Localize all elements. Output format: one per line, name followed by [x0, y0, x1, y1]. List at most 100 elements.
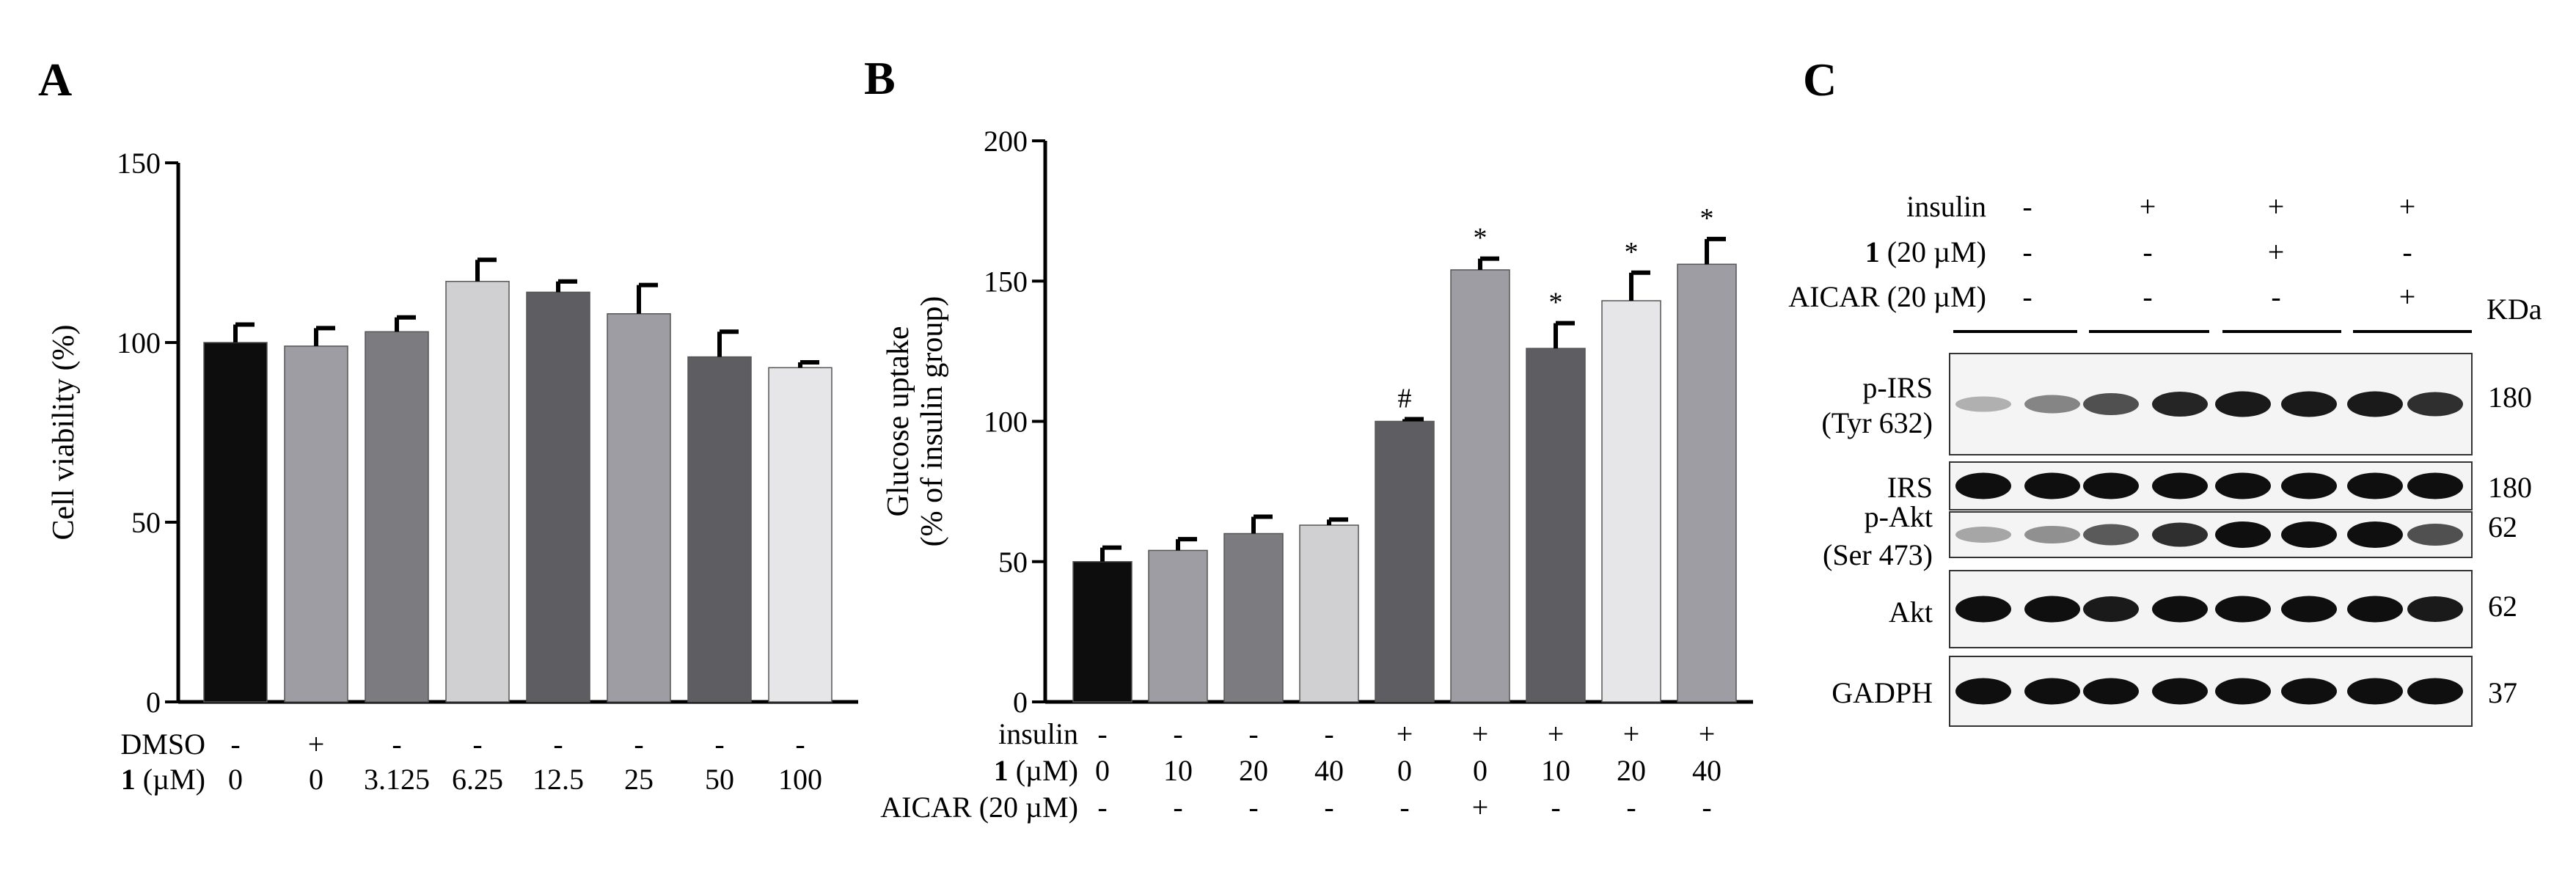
kda-unit: KDa — [2487, 293, 2542, 326]
row-cell: - — [1702, 791, 1711, 824]
blot-band — [2347, 596, 2403, 623]
blot-band — [2024, 678, 2080, 705]
row-cell: 50 — [705, 763, 734, 796]
row-cell: - — [1626, 791, 1636, 824]
row-cell: 0 — [228, 763, 243, 796]
blot-header-cell: - — [2022, 190, 2032, 223]
row-cell: 0 — [1397, 754, 1412, 787]
row-cell: 0 — [1095, 754, 1110, 787]
bar — [1072, 561, 1133, 703]
row-cell: 40 — [1692, 754, 1721, 787]
blot-band — [1955, 527, 2011, 543]
blot-header-label: insulin — [1906, 190, 1986, 223]
blot-band — [1955, 396, 2011, 412]
bar — [1677, 263, 1737, 703]
row-cell: + — [1472, 791, 1489, 824]
row-cell: + — [1699, 717, 1716, 750]
significance-marker: * — [1474, 223, 1488, 254]
blot-band — [2281, 391, 2337, 417]
row-label-suffix: (µM) — [136, 763, 205, 796]
bar — [1375, 420, 1435, 703]
row-cell: - — [714, 728, 724, 761]
blot-band — [2152, 522, 2208, 547]
blot-header-cell: - — [2022, 280, 2032, 313]
row-cell: - — [795, 728, 805, 761]
blot-header-cell: + — [2399, 280, 2416, 313]
row-label-main: 1 — [121, 763, 136, 796]
y-tick-label: 150 — [984, 265, 1028, 298]
blot-row-label-2: (Ser 473) — [1823, 538, 1933, 571]
row-cell: - — [634, 728, 643, 761]
blot-band — [2215, 678, 2271, 705]
y-axis-title-line2: (% of insulin group) — [915, 296, 949, 547]
row-label-suffix: (µM) — [1009, 754, 1078, 787]
bar — [1601, 300, 1661, 703]
blot-header-label-main: AICAR (20 µM) — [1788, 280, 1986, 313]
blot-band — [2083, 393, 2139, 415]
blot-band — [2407, 472, 2463, 499]
blot-header-cell: + — [2140, 190, 2156, 223]
bar — [687, 356, 752, 703]
blot-band — [2347, 521, 2403, 548]
blot-band — [2152, 596, 2208, 623]
bar — [1148, 549, 1208, 703]
row-cell: - — [392, 728, 401, 761]
row-cell: + — [308, 728, 325, 761]
blot-header-cell: - — [2022, 235, 2032, 268]
significance-marker: * — [1700, 203, 1714, 234]
blot-row-label: IRS — [1887, 471, 1933, 504]
row-cell: 12.5 — [533, 763, 584, 796]
row-cell: 20 — [1617, 754, 1646, 787]
row-cell: - — [1248, 791, 1258, 824]
bar — [1299, 524, 1359, 703]
row-cell: + — [1472, 717, 1489, 750]
blot-band — [2024, 395, 2080, 414]
blot-kda-label: 62 — [2488, 590, 2517, 623]
y-axis-title: Cell viability (%) — [47, 325, 81, 541]
blot-row-label-2: (Tyr 632) — [1821, 406, 1933, 439]
blot-band — [2215, 472, 2271, 499]
blot-band — [2083, 596, 2139, 622]
blot-header-cell: - — [2271, 280, 2280, 313]
significance-marker: # — [1398, 383, 1412, 414]
blot-band — [2347, 391, 2403, 417]
row-label-main: DMSO — [120, 728, 205, 761]
blot-header-cell: - — [2143, 280, 2152, 313]
blot-band — [1955, 596, 2011, 623]
western-blot-panel: insulin - + + +1 (20 µM) - - + - AICAR (20 µM) - - -… — [1788, 190, 2542, 727]
blot-kda-label: 62 — [2488, 510, 2517, 543]
panel-label-c: C — [1803, 54, 1837, 106]
row-label-main: 1 — [994, 754, 1009, 787]
panel-label-b: B — [864, 52, 896, 104]
y-tick-label: 50 — [131, 506, 161, 539]
blot-band — [2407, 392, 2463, 417]
row-cell: 0 — [309, 763, 323, 796]
blot-band — [2281, 521, 2337, 548]
row-cell: 10 — [1541, 754, 1570, 787]
blot-header-cell: - — [2143, 235, 2152, 268]
blot-band — [2407, 524, 2463, 546]
y-tick-label: 150 — [117, 147, 161, 180]
blot-band — [2152, 678, 2208, 705]
bar — [1450, 269, 1510, 703]
blot-band — [1955, 472, 2011, 499]
row-cell: 0 — [1473, 754, 1488, 787]
blot-band — [2215, 596, 2271, 623]
row-cell: + — [1548, 717, 1565, 750]
bar — [607, 313, 671, 703]
row-label: 1 (µM) — [121, 763, 205, 796]
row-cell: - — [1248, 717, 1258, 750]
blot-band — [2152, 472, 2208, 499]
row-cell: + — [1623, 717, 1640, 750]
blot-band — [2281, 596, 2337, 623]
blot-header-label-suffix: (20 µM) — [1880, 235, 1986, 268]
blot-row-label: Akt — [1889, 596, 1933, 629]
blot-band — [2083, 524, 2139, 546]
blot-band — [2152, 392, 2208, 417]
row-cell: 3.125 — [364, 763, 430, 796]
row-cell: - — [1551, 791, 1560, 824]
row-cell: - — [1097, 717, 1107, 750]
